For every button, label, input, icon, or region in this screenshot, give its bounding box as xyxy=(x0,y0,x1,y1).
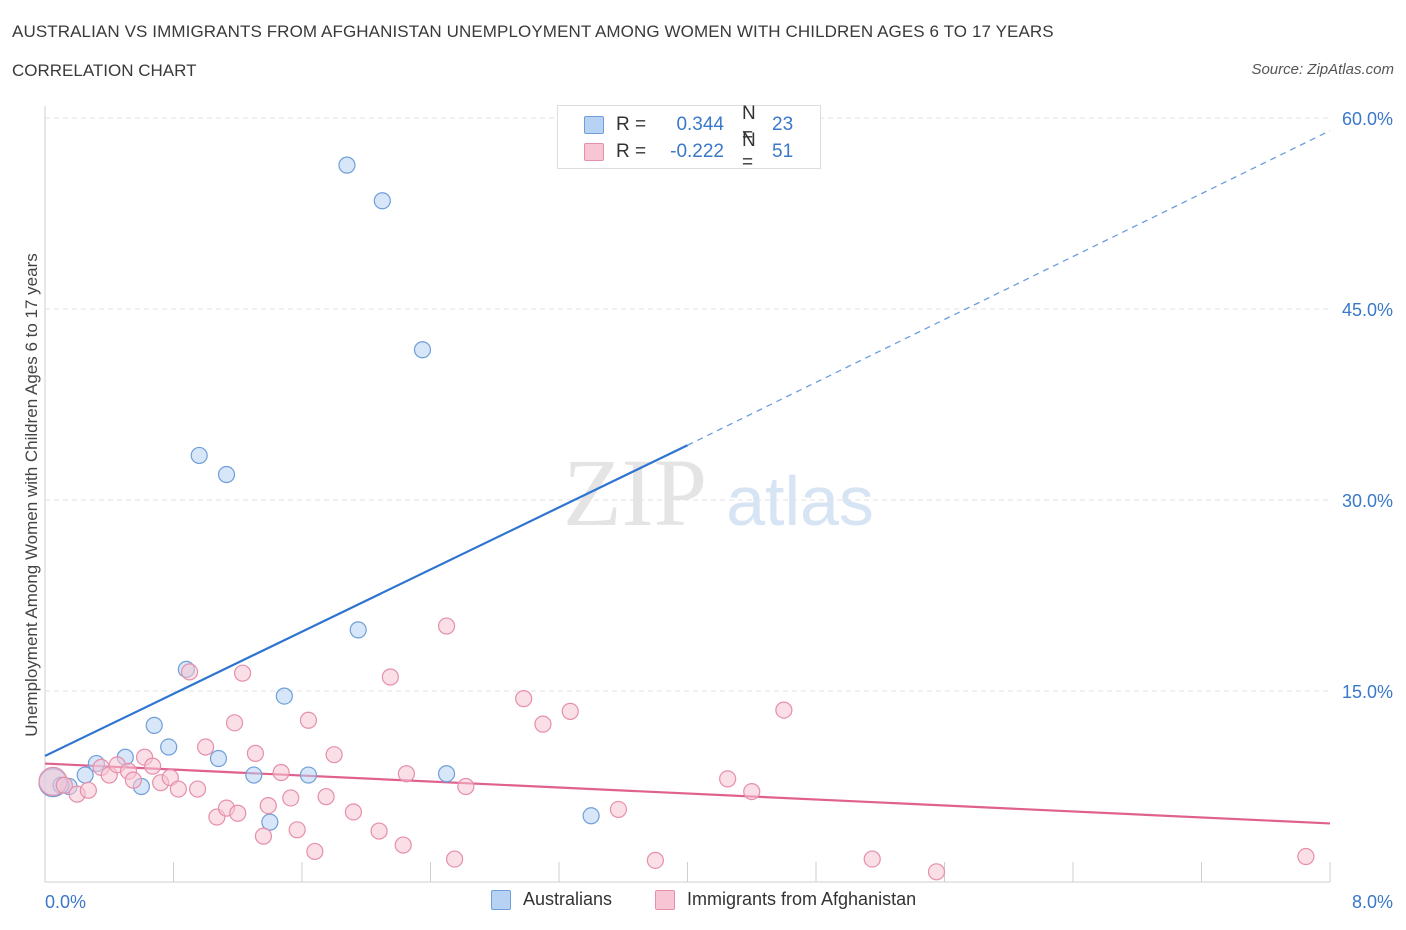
point-australians xyxy=(338,156,356,174)
series-legend: Australians Immigrants from Afghanistan xyxy=(0,889,1406,915)
point-afghanistan xyxy=(188,780,207,798)
point-afghanistan xyxy=(306,842,324,861)
tick-labels: 15.0% 30.0% 45.0% 60.0% 0.0% 8.0% xyxy=(45,109,1393,912)
point-australians xyxy=(437,765,456,783)
trend-line-australians xyxy=(44,444,688,757)
x-tick-label: 8.0% xyxy=(1352,892,1393,912)
point-afghanistan xyxy=(233,664,252,682)
legend-r-value: -0.222 xyxy=(670,141,724,162)
legend-n-label: N = xyxy=(742,103,756,146)
point-afghanistan xyxy=(743,782,761,801)
point-afghanistan xyxy=(719,770,737,788)
watermark-zip: ZIP xyxy=(563,439,707,546)
point-afghanistan xyxy=(288,821,306,839)
point-afghanistan xyxy=(397,765,416,783)
point-afghanistan xyxy=(863,850,881,868)
point-afghanistan xyxy=(282,789,300,807)
point-afghanistan xyxy=(254,827,273,845)
series-legend-australians: Australians xyxy=(491,889,612,910)
legend-r-value: 0.344 xyxy=(676,114,724,135)
point-australians xyxy=(209,749,228,768)
legend-n-label: N = xyxy=(742,130,756,173)
watermark: ZIP atlas xyxy=(563,439,874,546)
legend-r-label: R = xyxy=(616,114,647,135)
point-afghanistan xyxy=(344,803,362,821)
legend-row-australians: R = 0.344 N = 23 xyxy=(584,103,794,146)
point-australians xyxy=(245,766,263,784)
point-afghanistan xyxy=(646,851,664,869)
point-afghanistan xyxy=(259,796,277,815)
point-afghanistan xyxy=(515,690,533,708)
correlation-legend: R = 0.344 N = 23 R = -0.222 N = 51 xyxy=(557,103,821,173)
y-axis-label: Unemployment Among Women with Children A… xyxy=(22,253,41,737)
point-afghanistan xyxy=(1297,847,1315,866)
point-afghanistan xyxy=(229,804,247,822)
point-australians xyxy=(190,446,208,465)
point-afghanistan xyxy=(272,763,290,782)
legend-row-afghanistan: R = -0.222 N = 51 xyxy=(584,130,794,173)
watermark-atlas: atlas xyxy=(726,462,874,540)
chart-subtitle: CORRELATION CHART xyxy=(12,61,197,80)
point-afghanistan xyxy=(197,738,215,756)
point-australians xyxy=(349,621,367,639)
point-afghanistan xyxy=(325,746,343,764)
point-afghanistan xyxy=(246,744,265,762)
chart-title: AUSTRALIAN VS IMMIGRANTS FROM AFGHANISTA… xyxy=(12,22,1054,41)
point-afghanistan xyxy=(561,702,579,720)
point-afghanistan xyxy=(609,800,628,819)
point-australians xyxy=(373,192,391,210)
point-australians xyxy=(160,738,178,756)
point-australians xyxy=(261,813,279,831)
legend-swatch-blue xyxy=(584,116,604,134)
legend-r-label: R = xyxy=(616,141,647,162)
point-afghanistan xyxy=(180,663,199,681)
x-tick-label: 0.0% xyxy=(45,892,86,912)
y-tick-label: 45.0% xyxy=(1342,300,1393,320)
point-australians xyxy=(582,807,600,825)
point-afghanistan xyxy=(124,771,142,789)
legend-n-value: 23 xyxy=(772,114,794,135)
y-tick-label: 15.0% xyxy=(1342,682,1393,702)
point-afghanistan xyxy=(394,836,412,854)
point-afghanistan xyxy=(445,850,464,868)
y-tick-label: 60.0% xyxy=(1342,109,1393,129)
legend-n-value: 51 xyxy=(772,141,794,162)
data-points xyxy=(38,156,1315,881)
point-afghanistan xyxy=(457,777,475,796)
grid-lines xyxy=(45,117,1330,692)
axes xyxy=(44,106,1331,883)
point-australians xyxy=(275,687,293,705)
legend-swatch-pink xyxy=(584,143,604,161)
point-afghanistan xyxy=(927,863,946,881)
point-afghanistan xyxy=(437,617,456,635)
point-afghanistan xyxy=(55,776,73,794)
point-afghanistan xyxy=(144,757,162,775)
source-note: Source: ZipAtlas.com xyxy=(1251,61,1394,78)
series-swatch-pink xyxy=(655,889,675,910)
point-australians xyxy=(413,341,432,359)
point-afghanistan xyxy=(299,711,318,729)
point-afghanistan xyxy=(169,780,187,798)
trend-line-australians-extension xyxy=(687,130,1331,446)
series-legend-label: Immigrants from Afghanistan xyxy=(687,889,917,909)
y-tick-label: 30.0% xyxy=(1342,491,1393,511)
point-afghanistan xyxy=(370,822,388,840)
series-legend-afghanistan: Immigrants from Afghanistan xyxy=(655,889,916,910)
point-afghanistan xyxy=(775,701,793,719)
point-australians xyxy=(217,465,236,484)
point-afghanistan xyxy=(79,781,97,799)
point-afghanistan xyxy=(534,715,552,733)
point-australians xyxy=(145,716,163,734)
series-swatch-blue xyxy=(491,889,511,910)
point-afghanistan xyxy=(317,788,335,806)
point-afghanistan xyxy=(381,668,399,686)
point-australians xyxy=(299,766,318,784)
point-afghanistan xyxy=(225,714,244,732)
series-legend-label: Australians xyxy=(523,889,613,909)
